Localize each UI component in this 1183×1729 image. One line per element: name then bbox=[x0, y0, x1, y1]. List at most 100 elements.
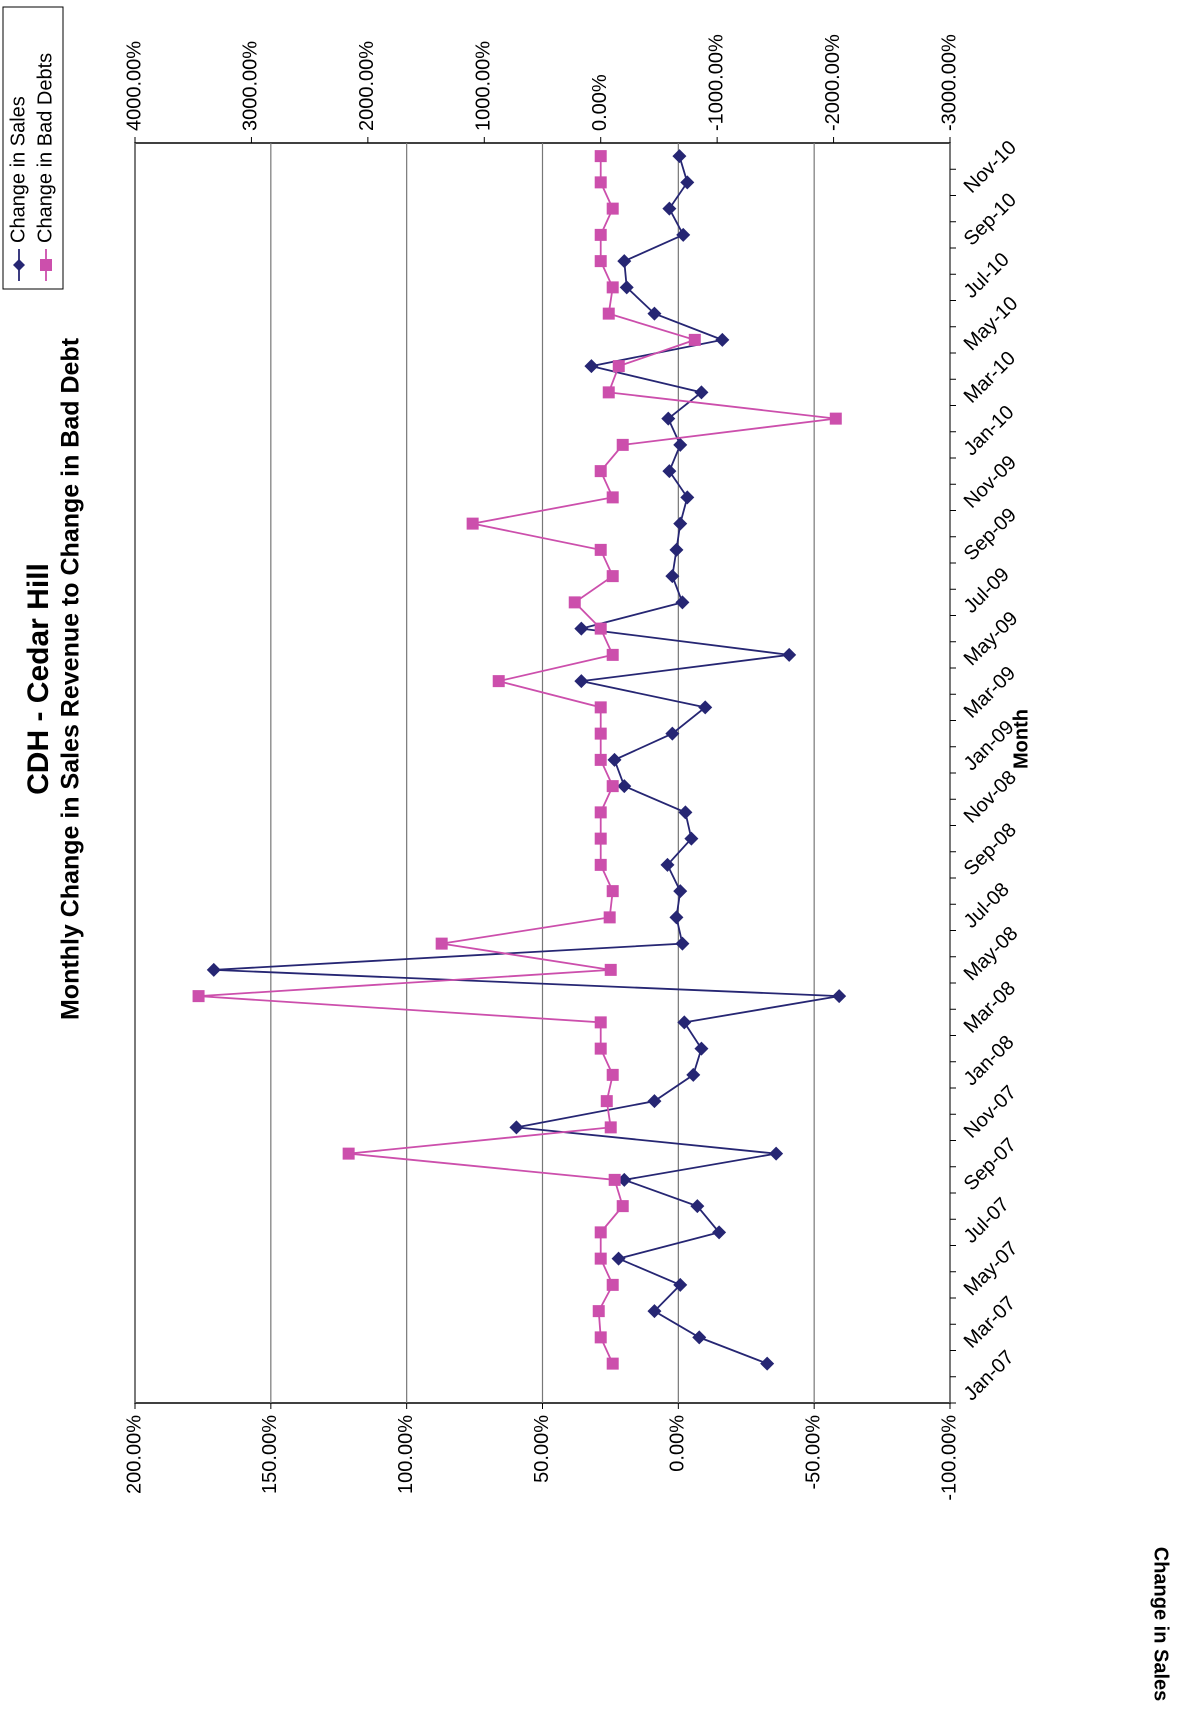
data-point bbox=[206, 962, 221, 977]
y2-tick-label: 4000.00% bbox=[123, 41, 145, 131]
data-point bbox=[715, 332, 730, 347]
data-point bbox=[594, 1226, 607, 1239]
data-point bbox=[594, 858, 607, 871]
data-point bbox=[606, 570, 619, 583]
data-point bbox=[665, 569, 680, 584]
data-point bbox=[594, 255, 607, 268]
data-point bbox=[616, 1200, 629, 1213]
data-point bbox=[606, 1278, 619, 1291]
data-point bbox=[509, 1120, 524, 1135]
data-point bbox=[694, 385, 709, 400]
x-tick-label: Sep-07 bbox=[960, 1134, 1021, 1195]
data-point bbox=[662, 464, 677, 479]
x-tick-label: Sep-09 bbox=[960, 504, 1021, 565]
data-point bbox=[594, 228, 607, 241]
x-tick-label: Sep-10 bbox=[960, 189, 1021, 250]
data-point bbox=[612, 360, 625, 373]
chart-title: CDH - Cedar Hill bbox=[22, 563, 55, 795]
data-point bbox=[594, 832, 607, 845]
data-point bbox=[673, 884, 688, 899]
data-point bbox=[616, 438, 629, 451]
y2-tick-label: 0.00% bbox=[589, 74, 611, 131]
data-point bbox=[604, 963, 617, 976]
x-tick-label: Jan-10 bbox=[960, 401, 1019, 460]
data-point bbox=[594, 543, 607, 556]
data-point bbox=[829, 412, 842, 425]
data-point bbox=[688, 333, 701, 346]
y2-tick-label: 1000.00% bbox=[473, 41, 495, 131]
data-point bbox=[606, 648, 619, 661]
y-axis-title: Change in Sales bbox=[1150, 1547, 1172, 1702]
data-point bbox=[606, 885, 619, 898]
x-tick-label: Nov-10 bbox=[960, 136, 1021, 197]
x-tick-label: Mar-08 bbox=[960, 977, 1020, 1037]
data-point bbox=[619, 280, 634, 295]
x-axis-title: Month bbox=[1010, 709, 1032, 769]
data-point bbox=[607, 752, 622, 767]
data-point bbox=[594, 701, 607, 714]
data-point bbox=[606, 1357, 619, 1370]
data-point bbox=[617, 254, 632, 269]
legend-marker bbox=[40, 259, 52, 271]
data-point bbox=[568, 596, 581, 609]
data-point bbox=[698, 700, 713, 715]
data-point bbox=[435, 937, 448, 950]
data-point bbox=[594, 753, 607, 766]
data-point bbox=[647, 1304, 662, 1319]
data-point bbox=[602, 386, 615, 399]
legend-label: Change in Bad Debts bbox=[34, 53, 56, 243]
data-point bbox=[675, 936, 690, 951]
x-tick-label: Nov-09 bbox=[960, 451, 1021, 512]
data-point bbox=[594, 1331, 607, 1344]
x-tick-label: May-07 bbox=[960, 1237, 1023, 1300]
data-point bbox=[694, 1041, 709, 1056]
x-tick-label: Mar-07 bbox=[960, 1292, 1020, 1352]
data-point bbox=[594, 806, 607, 819]
data-point bbox=[673, 437, 688, 452]
legend-marker bbox=[13, 259, 25, 271]
y-tick-label: -50.00% bbox=[802, 1415, 824, 1490]
data-point bbox=[675, 595, 690, 610]
data-point bbox=[684, 831, 699, 846]
data-point bbox=[192, 990, 205, 1003]
data-point bbox=[603, 911, 616, 924]
y-tick-label: -100.00% bbox=[938, 1415, 960, 1501]
data-point bbox=[678, 805, 693, 820]
data-point bbox=[661, 411, 676, 426]
legend-box bbox=[2, 6, 64, 290]
data-point bbox=[665, 726, 680, 741]
series-line bbox=[198, 156, 836, 1364]
x-tick-label: Mar-10 bbox=[960, 347, 1020, 407]
data-point bbox=[782, 647, 797, 662]
legend-label: Change in Sales bbox=[7, 96, 29, 243]
data-point bbox=[594, 150, 607, 163]
data-point bbox=[584, 359, 599, 374]
data-point bbox=[594, 465, 607, 478]
data-point bbox=[832, 989, 847, 1004]
data-point bbox=[617, 1172, 632, 1187]
x-tick-label: Sep-08 bbox=[960, 819, 1021, 880]
data-point bbox=[662, 201, 677, 216]
data-point bbox=[676, 227, 691, 242]
data-point bbox=[342, 1147, 355, 1160]
data-point bbox=[606, 1068, 619, 1081]
data-point bbox=[606, 780, 619, 793]
data-point bbox=[594, 727, 607, 740]
data-point bbox=[673, 1277, 688, 1292]
data-point bbox=[606, 202, 619, 215]
data-point bbox=[669, 910, 684, 925]
data-point bbox=[594, 622, 607, 635]
data-point bbox=[686, 1067, 701, 1082]
data-point bbox=[574, 621, 589, 636]
x-tick-label: May-09 bbox=[960, 607, 1023, 670]
data-point bbox=[712, 1225, 727, 1240]
data-point bbox=[692, 1330, 707, 1345]
data-point bbox=[574, 674, 589, 689]
data-point bbox=[492, 675, 505, 688]
data-point bbox=[606, 281, 619, 294]
chart-subtitle: Monthly Change in Sales Revenue to Chang… bbox=[57, 337, 85, 1020]
y-tick-label: 50.00% bbox=[531, 1415, 553, 1483]
